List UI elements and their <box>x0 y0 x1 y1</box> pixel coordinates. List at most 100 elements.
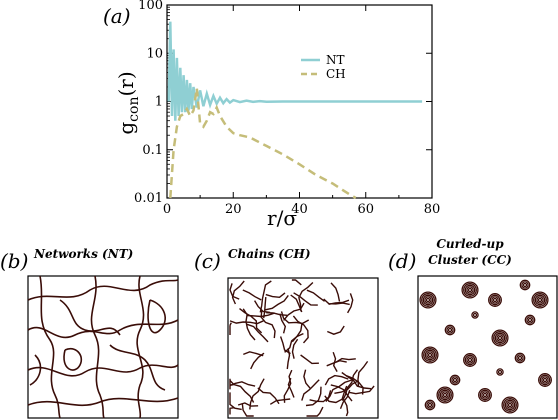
curled-cluster-ring <box>542 377 548 383</box>
chain-segment <box>339 389 351 410</box>
x-tick-label: 80 <box>424 202 441 217</box>
curled-cluster-ring <box>507 402 513 408</box>
curled-cluster-ring <box>489 294 501 306</box>
curled-cluster-ring <box>442 392 448 398</box>
curled-cluster-ring <box>491 329 509 347</box>
x-tick-label: 0 <box>163 202 171 217</box>
curled-cluster-ring <box>538 373 552 387</box>
curled-cluster-ring <box>481 391 489 399</box>
curled-cluster-ring <box>494 332 506 344</box>
chain-segment <box>229 283 240 300</box>
chain-segment <box>239 308 263 334</box>
curled-cluster-ring <box>536 296 544 304</box>
curled-cluster-ring <box>466 356 474 364</box>
curled-cluster-ring <box>439 389 451 401</box>
curled-cluster-ring <box>526 316 534 324</box>
curled-cluster-ring <box>497 369 503 375</box>
curled-cluster-ring <box>463 353 477 367</box>
curled-cluster-ring <box>522 282 528 288</box>
panel-d-title-line1: Curled-up <box>436 237 504 251</box>
chain-segment <box>341 369 359 402</box>
chain-segment <box>346 293 354 314</box>
chain-segment <box>328 299 350 305</box>
gcon-plot: 0 20 40 60 80 0.01 0.1 1 10 100 NT CH <box>134 0 440 217</box>
curled-cluster-ring <box>447 327 453 333</box>
chain-segment <box>242 308 256 341</box>
y-tick-label: 1 <box>155 95 163 110</box>
chain-segment <box>229 322 232 335</box>
curled-cluster-ring <box>427 402 433 408</box>
curled-cluster-ring <box>463 283 477 297</box>
chain-segment <box>306 406 324 417</box>
chain-segment <box>260 309 276 339</box>
y-tick-label: 10 <box>146 46 163 61</box>
curled-cluster-ring <box>491 296 499 304</box>
chain-segment <box>265 294 289 311</box>
chain-segment <box>291 338 299 359</box>
panel-a-tag: (a) <box>103 4 131 28</box>
chain-segment <box>283 302 305 321</box>
chain-segment <box>246 323 269 343</box>
curled-cluster-ring <box>478 388 492 402</box>
chain-segment <box>303 369 311 390</box>
chain-segment <box>279 313 287 334</box>
chain-segment <box>286 348 291 370</box>
curled-cluster-ring <box>492 297 498 303</box>
curled-cluster-ring <box>521 281 529 289</box>
chain-segment <box>326 359 347 367</box>
chain-segment <box>332 351 338 372</box>
curled-cluster-ring <box>424 349 436 361</box>
legend-label-nt: NT <box>326 53 345 67</box>
curled-cluster-ring <box>452 377 458 383</box>
curled-cluster-ring <box>425 297 431 303</box>
curled-cluster-ring <box>501 396 519 414</box>
curled-cluster-ring <box>514 352 526 364</box>
chain-segment <box>324 374 349 386</box>
curled-cluster-ring <box>426 351 434 359</box>
panel-c-tag: (c) <box>194 249 221 273</box>
curled-cluster-ring <box>466 286 474 294</box>
curled-cluster-ring <box>471 311 479 319</box>
curled-cluster-ring <box>421 346 439 364</box>
y-tick-label: 0.1 <box>142 143 163 158</box>
chain-segment <box>327 325 345 335</box>
curled-cluster-ring <box>497 335 503 341</box>
chain-segment <box>291 279 302 286</box>
curled-cluster-ring <box>539 374 551 386</box>
panel-b-tag: (b) <box>0 249 28 273</box>
curled-cluster-ring <box>423 348 437 362</box>
series-line-ch <box>169 87 357 200</box>
chain-segment <box>300 354 319 365</box>
panel-b-title: Networks (NT) <box>33 247 133 261</box>
x-tick-label: 40 <box>291 202 308 217</box>
curled-cluster-ring <box>503 398 517 412</box>
curled-cluster-ring <box>461 281 479 299</box>
chain-segment <box>265 292 286 299</box>
chain-fibers <box>229 279 375 417</box>
curled-cluster-ring <box>493 331 507 345</box>
panel-c-title: Chains (CH) <box>228 247 311 261</box>
legend-label-ch: CH <box>326 67 346 81</box>
curled-cluster-ring <box>472 312 478 318</box>
curled-cluster-ring <box>467 357 473 363</box>
x-axis-label: r/σ <box>267 206 297 230</box>
chains-snapshot <box>227 277 379 419</box>
panel-d-title-line2: Cluster (CC) <box>428 253 512 267</box>
chain-segment <box>298 281 314 312</box>
curled-cluster-ring <box>427 352 433 358</box>
curled-cluster-ring <box>451 376 459 384</box>
x-tick-label: 20 <box>225 202 242 217</box>
curled-cluster-ring <box>479 389 491 401</box>
series-layer <box>167 21 423 200</box>
curled-cluster-ring <box>516 354 524 362</box>
curled-cluster-ring <box>467 287 473 293</box>
curled-cluster-ring <box>446 326 454 334</box>
series-line-nt <box>167 21 423 121</box>
curled-cluster-ring <box>422 294 434 306</box>
chain-segment <box>309 390 332 403</box>
curled-cluster-ring <box>449 374 461 386</box>
chain-segment <box>243 351 264 357</box>
chain-segment <box>291 323 303 343</box>
curled-cluster-ring <box>541 376 549 384</box>
